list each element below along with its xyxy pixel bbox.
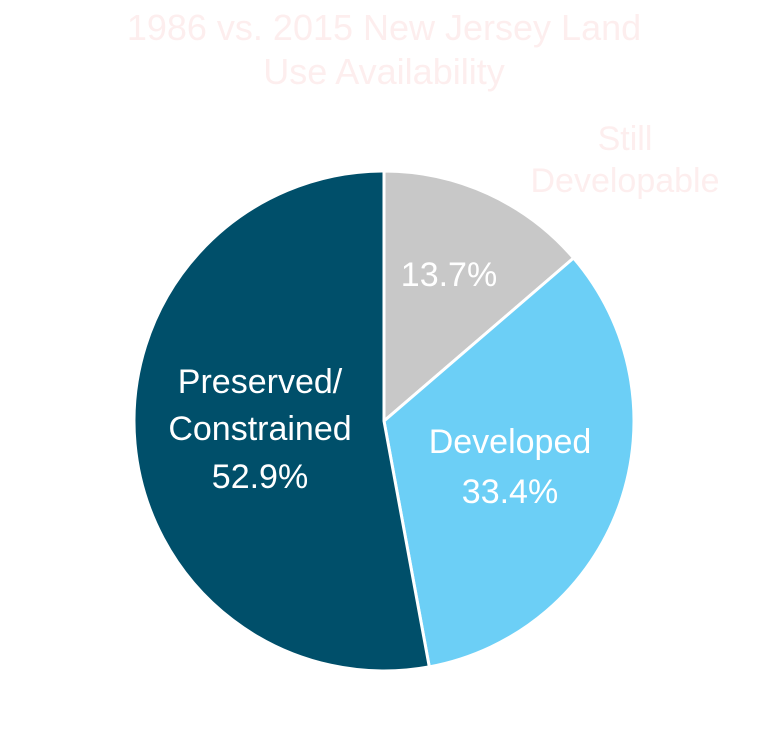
chart-title: 1986 vs. 2015 New Jersey Land Use Availa… <box>0 6 768 94</box>
preserved-constrained-name-label-line-1: Preserved/ <box>178 363 343 401</box>
still-developable-value-label: 13.7% <box>401 256 497 294</box>
pie-slice-developed <box>382 256 636 669</box>
still-developable-label-line-1: Still <box>597 120 653 158</box>
preserved-constrained-value-label: 52.9% <box>212 458 308 496</box>
slice-label-still-developable: Still Developable <box>470 118 768 202</box>
developed-name-label: Developed <box>429 423 592 461</box>
pie-slice-still-developable <box>382 169 576 423</box>
developed-value-label: 33.4% <box>462 473 558 511</box>
preserved-constrained-name-label-line-2: Constrained <box>168 410 351 448</box>
still-developable-label-line-2: Developable <box>530 162 720 200</box>
pie-slice-preserved-constrained <box>132 169 431 673</box>
pie-labels: 13.7% Developed 33.4% Preserved/ Constra… <box>168 256 591 511</box>
chart-title-line-1: 1986 vs. 2015 New Jersey Land <box>126 7 642 48</box>
pie-slices <box>132 169 636 673</box>
chart-title-line-2: Use Availability <box>263 51 505 92</box>
